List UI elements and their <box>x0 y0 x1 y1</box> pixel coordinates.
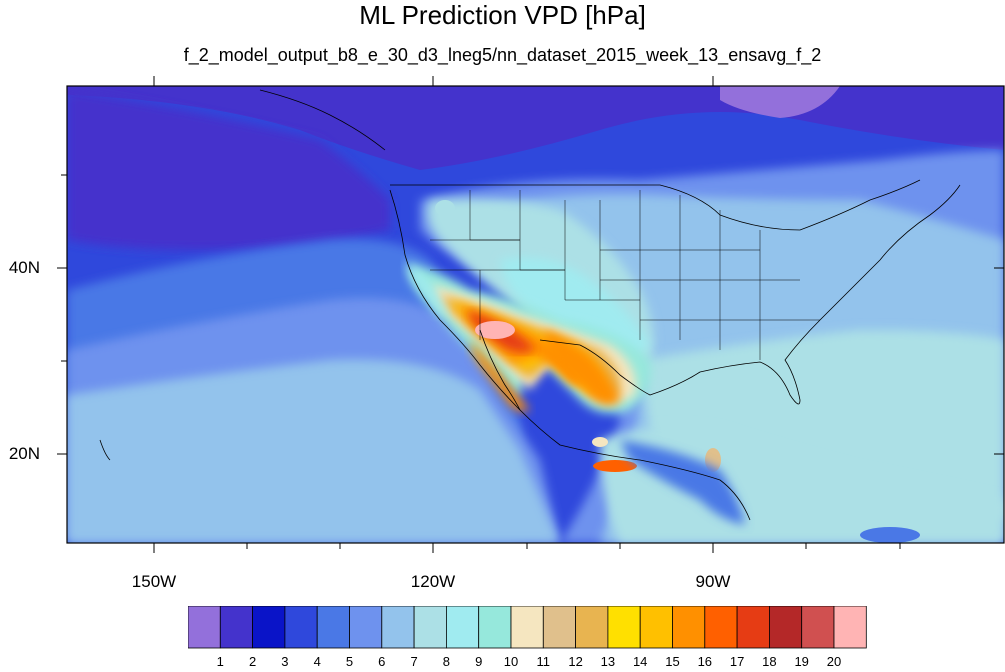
colorbar-label: 12 <box>568 654 583 669</box>
map-frame <box>66 85 1005 544</box>
colorbar-swatch <box>542 606 576 649</box>
colorbar-label: 5 <box>345 654 354 669</box>
colorbar-swatch <box>639 606 673 649</box>
colorbar-swatch <box>413 606 447 649</box>
colorbar-label: 19 <box>794 654 809 669</box>
vpd-map <box>57 76 1005 553</box>
colorbar-label: 10 <box>503 654 519 669</box>
axis-ticks <box>57 76 1004 553</box>
colorbar-label: 13 <box>600 654 616 669</box>
colorbar-swatch <box>736 606 770 649</box>
colorbar-swatch <box>478 606 512 649</box>
colorbar-swatch <box>575 606 609 649</box>
coastlines <box>99 89 961 521</box>
colorbar-swatch <box>672 606 706 649</box>
colorbar <box>188 606 867 649</box>
map-title: ML Prediction VPD [hPa] <box>359 0 646 30</box>
colorbar-swatch <box>284 606 318 649</box>
colorbar-label: 1 <box>216 654 224 669</box>
colorbar-swatch <box>833 606 867 649</box>
lat-label-40n: 40N <box>8 258 40 277</box>
colorbar-label: 15 <box>665 654 680 669</box>
colorbar-label: 14 <box>632 654 648 669</box>
colorbar-swatch <box>381 606 415 649</box>
vpd-field <box>67 86 1004 543</box>
colorbar-swatch <box>316 606 350 649</box>
colorbar-label: 16 <box>697 654 713 669</box>
colorbar-swatch <box>769 606 803 649</box>
colorbar-label: 8 <box>442 654 450 669</box>
colorbar-label: 17 <box>729 654 745 669</box>
map-subtitle: f_2_model_output_b8_e_30_d3_lneg5/nn_dat… <box>183 45 822 65</box>
colorbar-label: 2 <box>248 654 257 669</box>
lon-label-120w: 120W <box>410 572 456 591</box>
lon-label-150w: 150W <box>131 572 177 591</box>
colorbar-swatch <box>188 606 221 649</box>
colorbar-label: 20 <box>826 654 842 669</box>
colorbar-swatch <box>607 606 641 649</box>
colorbar-label: 18 <box>762 654 777 669</box>
colorbar-swatch <box>445 606 480 649</box>
colorbar-label: 11 <box>536 654 551 669</box>
colorbar-label: 4 <box>313 654 321 669</box>
colorbar-swatch <box>252 606 286 649</box>
state-borders <box>430 190 820 360</box>
colorbar-swatch <box>510 606 544 649</box>
colorbar-label: 9 <box>475 654 483 669</box>
colorbar-label: 3 <box>281 654 289 669</box>
colorbar-swatch <box>349 606 383 649</box>
colorbar-swatch <box>219 606 253 649</box>
colorbar-label: 7 <box>410 654 418 669</box>
colorbar-label: 6 <box>378 654 386 669</box>
lat-label-20n: 20N <box>8 444 40 463</box>
colorbar-swatch <box>801 606 835 649</box>
lon-label-90w: 90W <box>695 572 731 591</box>
colorbar-swatch <box>704 606 738 649</box>
